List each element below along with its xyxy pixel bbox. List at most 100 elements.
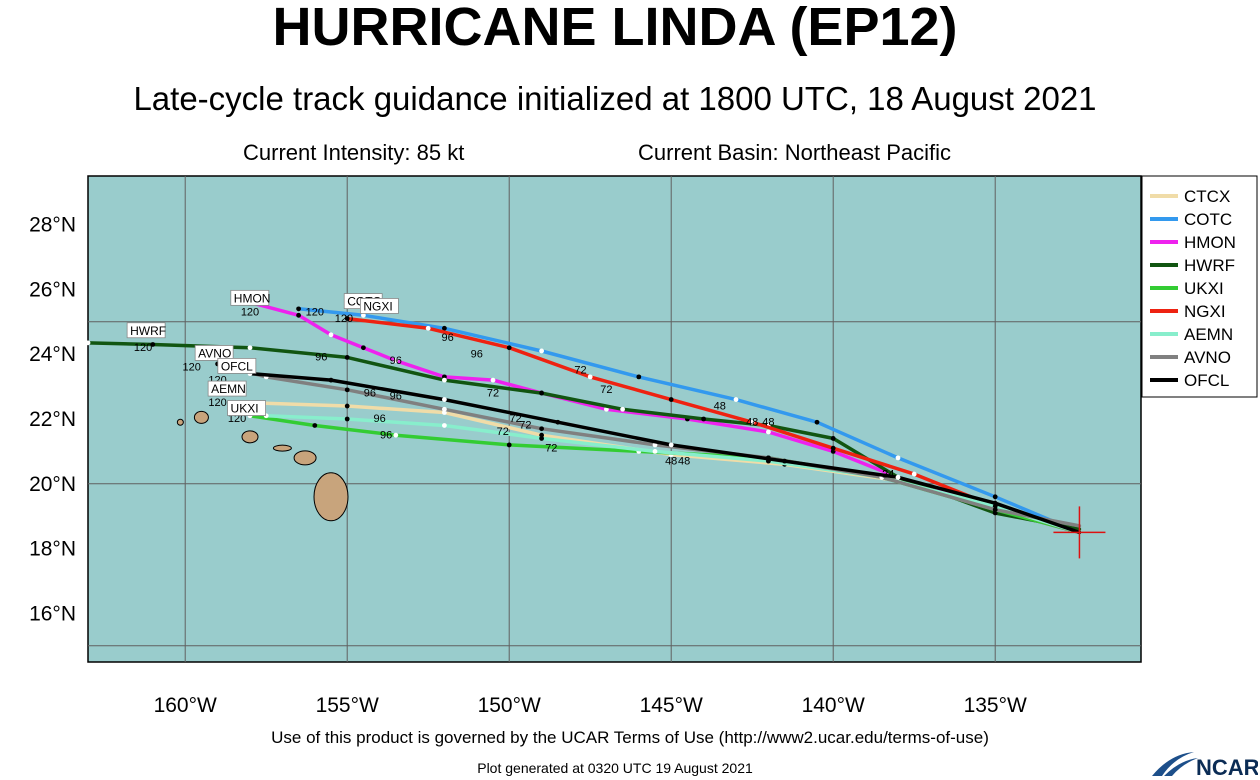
y-tick-label: 26°N <box>29 278 76 301</box>
track-point-ngxi <box>668 397 674 402</box>
forecast-hour-label: 72 <box>487 387 499 399</box>
forecast-hour-label: 96 <box>390 355 402 367</box>
forecast-hour-label: 96 <box>471 348 483 360</box>
track-point-ngxi <box>506 345 512 351</box>
forecast-hour-label: 120 <box>228 413 246 425</box>
island-hawaii <box>313 472 349 522</box>
track-end-box-avno: AVNO <box>194 345 234 361</box>
track-point-cotc <box>361 312 366 318</box>
forecast-hour-label: 120 <box>241 306 259 318</box>
track-end-box-label: NGXI <box>363 299 392 313</box>
forecast-hour-label: 48 <box>714 400 726 412</box>
track-point-ofcl <box>782 458 787 464</box>
island-oahu <box>241 430 259 444</box>
forecast-hour-label: 120 <box>335 313 353 325</box>
track-end-box-ofcl: OFCL <box>217 357 257 374</box>
forecast-hour-label: 72 <box>600 384 612 396</box>
forecast-hour-label: 72 <box>545 442 557 454</box>
track-end-box-ngxi: NGXI <box>359 298 399 314</box>
track-end-box-label: HMON <box>234 291 271 305</box>
track-end-box-label: AEMN <box>211 382 246 396</box>
track-point-cotc <box>442 325 447 331</box>
track-point-ngxi <box>587 374 593 380</box>
x-tick-label: 140°W <box>802 694 865 717</box>
y-tick-label: 24°N <box>29 343 76 366</box>
ncar-logo-text: NCAR <box>1196 755 1258 778</box>
legend-label-avno: AVNO <box>1184 348 1231 367</box>
forecast-hour-label: 96 <box>315 352 327 364</box>
track-point-ofcl <box>328 377 334 383</box>
track-end-box-ukxi: UKXI <box>227 400 266 416</box>
forecast-hour-label: 48 <box>762 416 774 428</box>
track-point-cotc <box>733 397 739 402</box>
hawaii-islands <box>176 410 349 522</box>
y-tick-label: 16°N <box>29 602 76 625</box>
legend-label-ngxi: NGXI <box>1184 302 1226 321</box>
forecast-hour-label: 72 <box>510 413 522 425</box>
track-avno <box>215 362 1082 528</box>
x-tick-label: 145°W <box>640 694 703 717</box>
track-point-aemn <box>652 449 658 454</box>
legend-label-ctcx: CTCX <box>1184 187 1230 206</box>
island-maui <box>293 450 317 466</box>
track-point-hwrf <box>344 355 350 360</box>
legend-label-aemn: AEMN <box>1184 325 1233 344</box>
track-point-ofcl <box>442 397 447 402</box>
track-point-hwrf <box>247 345 253 351</box>
y-tick-label: 18°N <box>29 538 76 561</box>
forecast-hour-label: 120 <box>306 306 324 318</box>
track-point-hmon <box>296 312 301 318</box>
track-point-hwrf <box>620 406 625 412</box>
track-point-hmon <box>328 332 334 338</box>
track-point-cotc <box>895 455 901 461</box>
track-point-aemn <box>344 416 350 422</box>
y-tick-label: 20°N <box>29 473 76 496</box>
track-point-avno <box>539 426 544 432</box>
track-cotc <box>296 307 1082 535</box>
legend-label-ofcl: OFCL <box>1184 371 1229 390</box>
track-point-ukxi <box>393 432 399 438</box>
track-end-labels: HMONCOTCNGXIHWRFAVNOOFCLAEMNUKXI <box>126 289 399 416</box>
track-end-box-aemn: AEMN <box>207 380 247 397</box>
forecast-hour-label: 96 <box>373 413 385 425</box>
track-point-hwrf <box>539 390 544 396</box>
current-intensity: Current Intensity: 85 kt <box>243 140 465 165</box>
track-point-ngxi <box>344 316 350 321</box>
island-niihau <box>176 418 184 426</box>
track-point-avno <box>992 507 998 513</box>
track-end-box-bg <box>217 357 257 374</box>
forecast-hour-label: 48 <box>678 455 690 467</box>
legend-label-ukxi: UKXI <box>1184 279 1224 298</box>
track-point-hmon <box>490 377 496 383</box>
track-point-hmon <box>393 358 399 364</box>
track-point-cotc <box>296 306 301 312</box>
track-point-aemn <box>539 436 544 441</box>
legend-label-hmon: HMON <box>1184 233 1236 252</box>
forecast-hour-label: 96 <box>442 332 454 344</box>
track-point-hwrf <box>85 340 91 346</box>
x-tick-label: 155°W <box>316 694 379 717</box>
current-basin: Current Basin: Northeast Pacific <box>638 140 952 165</box>
forecast-hour-label: 120 <box>208 397 226 409</box>
island-kauai <box>193 410 209 424</box>
forecast-hour-label: 48 <box>746 416 758 428</box>
track-point-aemn <box>442 423 447 428</box>
track-point-avno <box>442 406 447 412</box>
forecast-hour-label: 96 <box>364 387 376 399</box>
forecast-hour-label: 120 <box>134 342 152 354</box>
track-end-box-bg <box>230 289 270 306</box>
track-end-box-label: UKXI <box>231 402 259 416</box>
track-point-hwrf <box>442 377 447 383</box>
x-tick-label: 150°W <box>478 694 541 717</box>
legend-label-cotc: COTC <box>1184 210 1232 229</box>
track-end-box-bg <box>207 380 247 397</box>
x-tick-label: 135°W <box>964 694 1027 717</box>
track-end-box-label: AVNO <box>198 346 231 360</box>
track-point-hmon <box>766 429 771 435</box>
forecast-hour-label: 72 <box>574 365 586 377</box>
x-tick-label: 160°W <box>154 694 217 717</box>
y-tick-label: 28°N <box>29 214 76 237</box>
track-point-ngxi <box>830 445 836 451</box>
track-point-cotc <box>814 419 820 425</box>
ncar-logo: NCAR <box>1152 752 1258 778</box>
